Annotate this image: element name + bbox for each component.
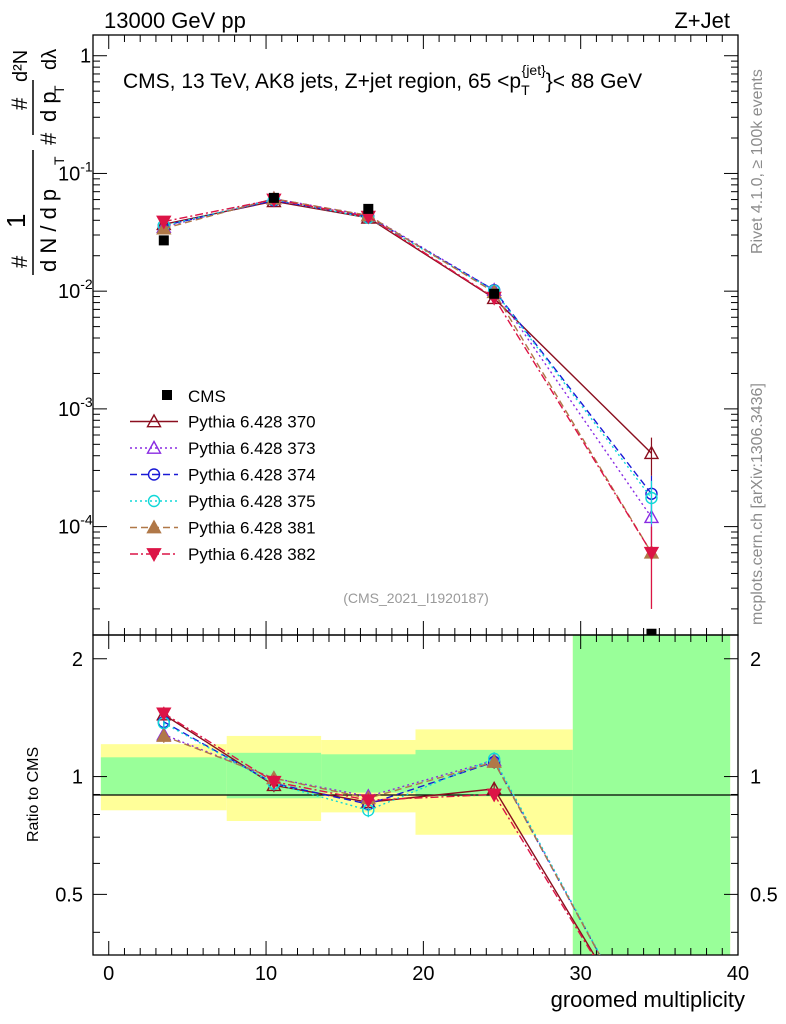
ratio-ylabel: Ratio to CMS — [25, 747, 42, 842]
cms-data-point-4 — [646, 628, 657, 635]
legend: CMS Pythia 6.428 370 Pythia 6.428 373 Pythi… — [130, 387, 316, 564]
x-axis-label: groomed multiplicity — [551, 987, 745, 1012]
analysis-tag: (CMS_2021_I1920187) — [343, 590, 489, 606]
ylabel-hash-2: # — [36, 132, 61, 145]
ratio-point-0-1 — [266, 777, 282, 792]
axis-tick-labels: 0 10 20 30 40 1 10-1 10-2 10-3 10-4 0.5 0.5 1 1 2 2 — [55, 46, 778, 985]
legend-label-3: Pythia 6.428 375 — [188, 492, 316, 511]
ylabel-hash-1: # — [7, 255, 32, 268]
ratio-band-green-0 — [100, 757, 227, 795]
legend-marker-cms — [162, 390, 172, 400]
ylabel-one: 1 — [1, 214, 31, 228]
ratio-point-5-0 — [156, 707, 172, 722]
main-ylabel: # 1 d N / d p T # d p T # d²N dλ — [1, 49, 67, 275]
title-main: CMS, 13 TeV, AK8 jets, Z+jet region, 65 … — [123, 62, 642, 98]
legend-marker-2 — [147, 468, 161, 481]
series-point-5-0 — [156, 215, 172, 230]
main-series-group — [156, 190, 660, 635]
ylabel-d2N: d²N — [10, 50, 32, 82]
legend-label-5: Pythia 6.428 382 — [188, 545, 316, 564]
ratio-y-tick-label-right: 2 — [750, 649, 761, 671]
cms-data-point-3 — [489, 288, 500, 299]
ylabel-dp: d p — [36, 91, 61, 122]
ylabel-sub-T-1: T — [51, 156, 67, 165]
legend-label-cms: CMS — [188, 387, 226, 406]
legend-label-2: Pythia 6.428 374 — [188, 466, 316, 485]
x-tick-label: 30 — [570, 963, 592, 985]
header-left: 13000 GeV pp — [104, 8, 246, 33]
legend-label-1: Pythia 6.428 373 — [188, 439, 316, 458]
ratio-point-4-0 — [156, 728, 172, 742]
ratio-y-tick-label: 1 — [72, 767, 83, 789]
ratio-y-tick-label-right: 1 — [750, 767, 761, 789]
legend-marker-0 — [146, 413, 162, 428]
cms-data-point-0 — [158, 235, 169, 246]
ratio-point-5-2 — [360, 794, 376, 809]
x-tick-label: 40 — [727, 963, 749, 985]
ylabel-sub-T-2: T — [51, 85, 67, 94]
legend-marker-5 — [146, 548, 162, 562]
ratio-y-tick-label: 2 — [72, 649, 83, 671]
title-sub: T — [521, 82, 530, 98]
x-tick-label: 20 — [412, 963, 434, 985]
ratio-y-tick-label: 0.5 — [55, 884, 83, 906]
series-point-5-4 — [643, 546, 660, 561]
y-tick-label: 10-2 — [58, 276, 93, 303]
series-point-0-4 — [643, 445, 660, 460]
ratio-line-3 — [163, 722, 601, 955]
ylabel-hash-3: # — [7, 97, 32, 110]
cms-data-point-2 — [363, 203, 374, 214]
x-tick-label: 10 — [255, 963, 277, 985]
mcplots-source-text: mcplots.cern.ch [arXiv:1306.3436] — [749, 383, 766, 625]
series-line-2 — [163, 199, 653, 495]
series-line-3 — [163, 198, 653, 499]
legend-marker-1 — [146, 440, 162, 454]
x-tick-label: 0 — [103, 963, 114, 985]
header-right: Z+Jet — [674, 8, 730, 33]
axis-ticks — [92, 35, 739, 955]
y-tick-label: 1 — [80, 46, 91, 68]
ratio-point-5-3 — [486, 788, 502, 803]
y-tick-label: 10-3 — [58, 394, 93, 421]
ylabel-dN-dp: d N / d p — [36, 189, 61, 272]
legend-marker-3 — [147, 494, 161, 508]
ratio-y-tick-label-right: 0.5 — [750, 884, 778, 906]
y-tick-label: 10-4 — [58, 512, 93, 539]
y-tick-label: 10-1 — [58, 158, 93, 185]
series-point-3-4 — [645, 491, 658, 505]
legend-label-0: Pythia 6.428 370 — [188, 413, 316, 432]
ratio-point-5-1 — [266, 775, 282, 790]
chart-title: CMS, 13 TeV, AK8 jets, Z+jet region, 65 … — [123, 62, 642, 98]
title-tail: }< 88 GeV — [546, 70, 642, 93]
cms-data-point-1 — [268, 192, 279, 203]
rivet-version-text: Rivet 4.1.0, ≥ 100k events — [749, 69, 766, 254]
legend-marker-4 — [146, 519, 162, 534]
title-sup: {jet} — [522, 62, 546, 78]
ratio-series-group — [156, 706, 601, 955]
ratio-point-4-3 — [486, 753, 502, 768]
legend-label-4: Pythia 6.428 381 — [188, 519, 316, 538]
ratio-band-green-2 — [321, 754, 416, 793]
ylabel-dlambda: dλ — [39, 49, 61, 70]
